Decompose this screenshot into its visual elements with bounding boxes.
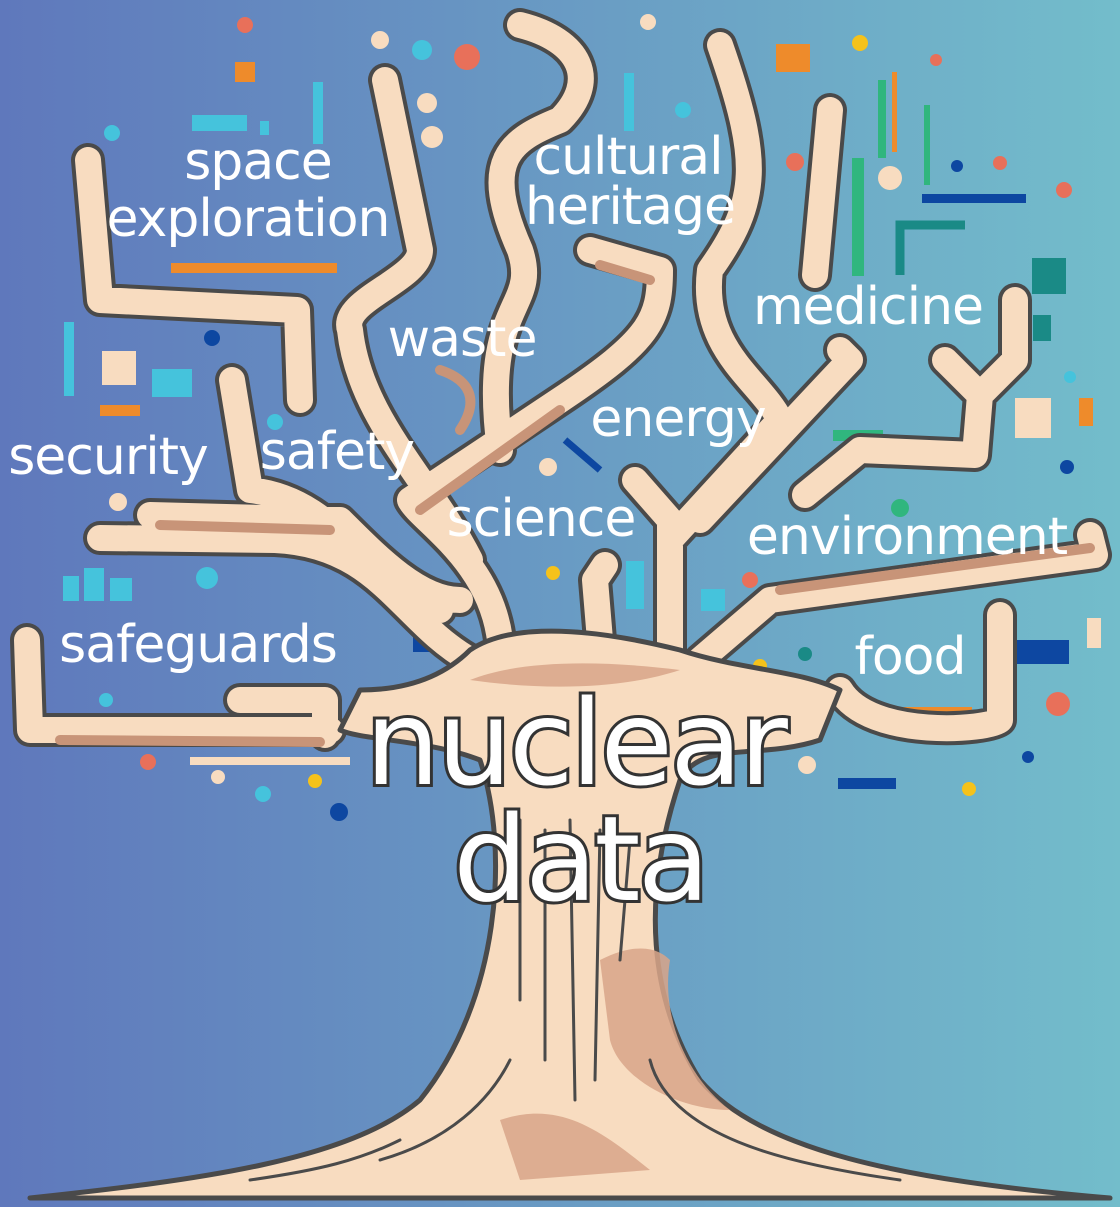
branch-label: science xyxy=(447,489,636,549)
illustration: space exploration cultural heritage wast… xyxy=(0,0,1120,1207)
branch-label: security xyxy=(8,427,208,487)
page: space exploration cultural heritage wast… xyxy=(0,0,1120,1207)
branch-label: medicine xyxy=(753,277,983,337)
branch-label: safety xyxy=(260,422,415,482)
branch-label: heritage xyxy=(525,177,735,237)
branch-label: space xyxy=(184,132,332,192)
branch-label: exploration xyxy=(107,189,390,249)
branch-label: environment xyxy=(747,507,1068,567)
branch-label: waste xyxy=(388,309,537,369)
branch-label: energy xyxy=(590,389,765,449)
center-label: data xyxy=(453,790,707,928)
branch-label: safeguards xyxy=(59,615,337,675)
branch-label: food xyxy=(855,627,966,687)
